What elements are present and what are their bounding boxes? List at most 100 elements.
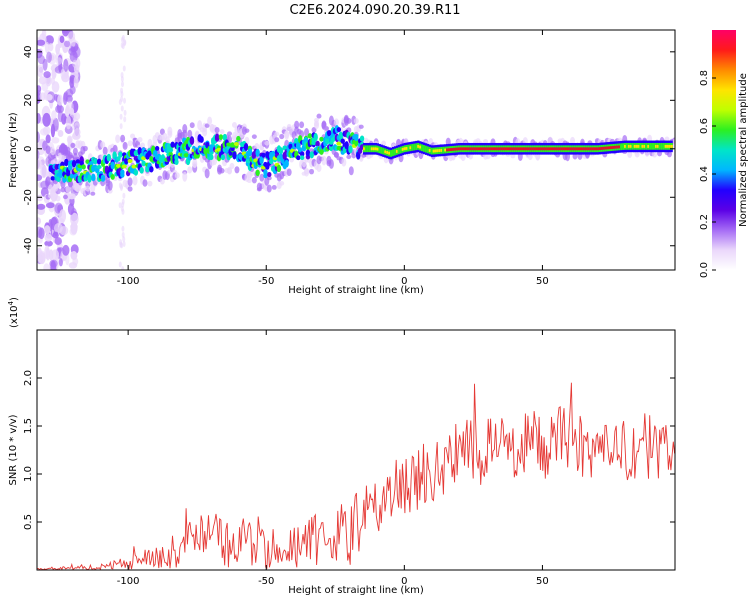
heatmap-ridge-core <box>641 144 644 148</box>
heatmap-ridge-core <box>440 148 443 152</box>
heatmap-noise-blob <box>121 208 125 215</box>
heatmap-halo <box>286 168 292 177</box>
heatmap-noise-blob <box>44 225 51 235</box>
heatmap-ridge-core <box>620 145 623 149</box>
heatmap-ridge-cell <box>93 157 98 165</box>
heatmap-halo <box>358 124 364 129</box>
heatmap-noise-blob <box>51 137 60 144</box>
heatmap-ridge-cell <box>325 136 330 145</box>
heatmap-ridge-core <box>668 144 671 148</box>
heatmap-ridge-cell <box>64 158 69 167</box>
heatmap-noise-blob <box>42 125 51 136</box>
heatmap-ridge-core <box>624 144 627 148</box>
heatmap-ridge-core <box>614 145 617 149</box>
heatmap-ridge-core <box>494 147 497 151</box>
heatmap-noise-blob <box>118 261 122 268</box>
heatmap-noise-blob <box>65 253 70 266</box>
snr-y-ticks: 0.5 1.0 1.5 2.0 <box>23 370 675 530</box>
heatmap-ridge-cell <box>91 173 96 182</box>
snr-plot-area <box>37 382 675 570</box>
heatmap-halo <box>346 117 352 124</box>
heatmap-ridge-cell <box>245 159 251 164</box>
heatmap-noise-blob <box>37 49 43 59</box>
heatmap-ridge-core <box>569 147 573 151</box>
heatmap-ridge-core <box>604 146 608 150</box>
heatmap-ridge-core <box>513 147 517 151</box>
heatmap-noise-blob <box>65 104 70 115</box>
heatmap-ridge-core <box>409 146 412 150</box>
heatmap-ridge-cell <box>311 141 317 146</box>
heatmap-ridge-core <box>585 147 588 151</box>
heatmap-ridge-core <box>639 144 642 148</box>
heatmap-noise-blob <box>40 165 48 178</box>
heatmap-ridge-core <box>386 151 389 154</box>
heatmap-ridge-core <box>506 147 509 151</box>
heatmap-noise-blob <box>53 222 63 234</box>
spectrogram-heatmap <box>37 30 675 270</box>
heatmap-noise-blob <box>73 64 80 74</box>
heatmap-ridge-core <box>399 148 403 152</box>
heatmap-ridge-core <box>426 148 430 152</box>
y-tick-label: -40 <box>23 238 34 254</box>
heatmap-ridge-cell <box>309 151 315 159</box>
heatmap-ridge-core <box>407 146 410 150</box>
heatmap-ridge-cell <box>338 131 344 140</box>
heatmap-ridge-core <box>422 146 426 150</box>
heatmap-noise-blob <box>119 123 123 130</box>
heatmap-ridge-core <box>593 147 596 151</box>
heatmap-noise-blob <box>55 43 61 55</box>
heatmap-halo <box>204 123 210 128</box>
heatmap-ridge-cell <box>96 158 102 165</box>
heatmap-ridge-core <box>558 147 561 151</box>
heatmap-halo <box>189 122 195 129</box>
heatmap-noise-blob <box>121 34 125 41</box>
heatmap-ridge-core <box>461 147 465 151</box>
heatmap-halo <box>251 134 257 139</box>
heatmap-halo <box>127 140 133 147</box>
heatmap-ridge-cell <box>112 153 117 158</box>
heatmap-ridge-core <box>453 147 457 151</box>
heatmap-noise-blob <box>50 260 57 270</box>
heatmap-ridge-core <box>662 144 666 148</box>
heatmap-ridge-core <box>517 147 521 151</box>
heatmap-halo <box>627 150 633 158</box>
heatmap-halo <box>666 150 672 158</box>
heatmap-ridge-cell <box>110 161 115 170</box>
colorbar: 0.0 0.2 0.4 0.6 0.8 Normalized spectral ampl… <box>699 30 749 278</box>
colorbar-tick-label: 0.6 <box>699 118 710 134</box>
heatmap-halo <box>192 158 198 169</box>
x-tick-label: 50 <box>536 576 549 587</box>
heatmap-noise-blob <box>62 244 70 256</box>
heatmap-ridge-core <box>591 147 594 151</box>
heatmap-noise-blob <box>122 241 126 248</box>
heatmap-ridge-core <box>548 147 552 151</box>
heatmap-ridge-cell <box>284 159 289 168</box>
heatmap-halo <box>309 168 315 175</box>
heatmap-ridge-core <box>564 147 567 151</box>
heatmap-ridge-cell <box>66 171 71 177</box>
heatmap-ridge-core <box>598 147 602 151</box>
colorbar-tick-label: 0.2 <box>699 214 710 230</box>
heatmap-ridge-cell <box>299 151 305 157</box>
heatmap-ridge-core <box>465 147 468 151</box>
heatmap-noise-blob <box>38 227 45 240</box>
heatmap-noise-blob <box>44 233 53 242</box>
heatmap-halo <box>284 130 290 138</box>
snr-panel: -100 -50 0 50 0.5 1.0 1.5 2.0 Height of straig… <box>7 297 676 596</box>
heatmap-noise-blob <box>63 40 71 48</box>
heatmap-ridge-core <box>540 147 544 151</box>
heatmap-ridge-core <box>631 144 635 148</box>
heatmap-ridge-core <box>500 147 503 151</box>
heatmap-noise-blob <box>119 185 123 192</box>
heatmap-ridge-core <box>436 149 439 153</box>
heatmap-ridge-core <box>608 146 611 150</box>
heatmap-ridge-core <box>374 147 378 151</box>
heatmap-ridge-core <box>610 146 613 150</box>
heatmap-noise-blob <box>44 41 50 54</box>
heatmap-halo <box>127 177 133 187</box>
heatmap-halo <box>234 166 240 174</box>
heatmap-ridge-cell <box>236 135 241 142</box>
heatmap-noise-blob <box>121 201 125 208</box>
heatmap-noise-blob <box>121 225 125 232</box>
heatmap-ridge-core <box>560 147 563 151</box>
